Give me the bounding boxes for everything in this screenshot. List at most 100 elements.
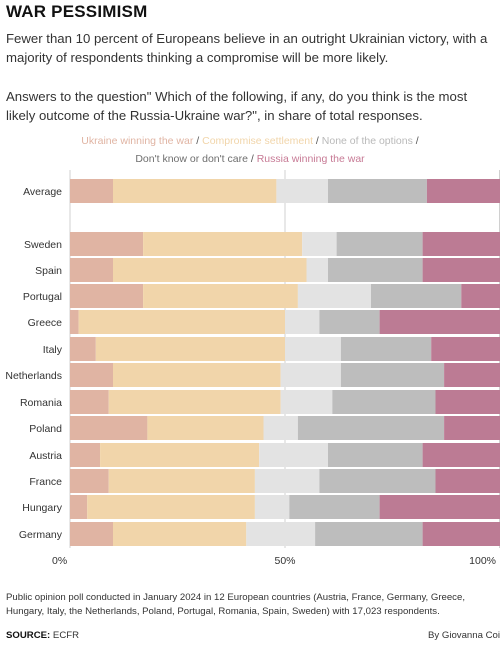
source-label: SOURCE: xyxy=(6,630,51,641)
legend-item-russia: Russia winning the war xyxy=(256,153,365,165)
category-label: Portugal xyxy=(23,291,62,303)
bar-segment-netherlands-1 xyxy=(113,363,281,387)
bar-segment-austria-4 xyxy=(422,443,500,467)
legend-item-ukraine: Ukraine winning the war xyxy=(81,135,194,147)
legend-item-compromise: Compromise settlement xyxy=(202,135,313,147)
category-label: Average xyxy=(23,186,62,198)
legend-line-1: Ukraine winning the war / Compromise set… xyxy=(0,135,500,147)
chart-subtitle: Fewer than 10 percent of Europeans belie… xyxy=(6,31,488,65)
bar-segment-germany-2 xyxy=(246,522,316,546)
bar-segment-hungary-3 xyxy=(289,495,380,519)
bar-segment-germany-1 xyxy=(113,522,247,546)
bar-segment-average-1 xyxy=(113,179,277,203)
bar-segment-sweden-3 xyxy=(336,232,423,256)
author-credit: By Giovanna Coi xyxy=(428,630,500,641)
bar-segment-france-3 xyxy=(319,469,436,493)
bar-segment-france-0 xyxy=(70,469,109,493)
bar-segment-germany-0 xyxy=(70,522,113,546)
bar-segment-average-2 xyxy=(276,179,328,203)
bar-segment-portugal-4 xyxy=(461,284,500,308)
bar-segment-austria-0 xyxy=(70,443,101,467)
bar-segment-greece-2 xyxy=(285,310,320,334)
bar-segment-poland-0 xyxy=(70,416,148,440)
bar-segment-spain-1 xyxy=(113,258,307,282)
bar-segment-austria-1 xyxy=(100,443,260,467)
bar-segment-poland-1 xyxy=(147,416,264,440)
category-label: France xyxy=(29,476,62,488)
bar-segment-austria-2 xyxy=(259,443,328,467)
bar-segment-austria-3 xyxy=(328,443,423,467)
legend-separator: / xyxy=(193,135,203,147)
bar-segment-hungary-2 xyxy=(254,495,290,519)
x-tick-label: 50% xyxy=(274,555,295,567)
category-label: Hungary xyxy=(22,502,62,514)
bar-segment-spain-2 xyxy=(306,258,328,282)
category-label: Romania xyxy=(20,397,62,409)
bar-segment-portugal-1 xyxy=(143,284,298,308)
bar-segment-romania-2 xyxy=(280,390,333,414)
bar-segment-germany-4 xyxy=(422,522,500,546)
chart-title: WAR PESSIMISM xyxy=(6,2,148,21)
bar-segment-sweden-0 xyxy=(70,232,144,256)
bar-segment-netherlands-0 xyxy=(70,363,113,387)
bar-segment-spain-0 xyxy=(70,258,113,282)
category-label: Spain xyxy=(35,265,62,277)
bar-segment-germany-3 xyxy=(315,522,423,546)
bar-segment-france-4 xyxy=(435,469,500,493)
bar-segment-greece-1 xyxy=(78,310,285,334)
category-label: Netherlands xyxy=(5,370,62,382)
bar-segment-hungary-0 xyxy=(70,495,88,519)
bar-segment-romania-4 xyxy=(435,390,500,414)
category-label: Germany xyxy=(19,529,63,541)
bar-segment-sweden-2 xyxy=(302,232,337,256)
bar-segment-netherlands-4 xyxy=(444,363,500,387)
bar-segment-italy-4 xyxy=(431,337,500,361)
bar-segment-greece-3 xyxy=(319,310,380,334)
category-label: Italy xyxy=(43,344,63,356)
bar-segment-spain-4 xyxy=(422,258,500,282)
x-tick-label: 100% xyxy=(469,555,496,567)
bar-segment-france-2 xyxy=(254,469,320,493)
bar-segment-average-3 xyxy=(328,179,427,203)
bar-segment-greece-0 xyxy=(70,310,79,334)
survey-question: Answers to the question" Which of the fo… xyxy=(6,89,468,123)
category-label: Sweden xyxy=(24,239,62,251)
category-label: Austria xyxy=(29,450,62,462)
legend-separator: / xyxy=(313,135,322,147)
bar-segment-greece-4 xyxy=(379,310,500,334)
bar-segment-france-1 xyxy=(108,469,255,493)
bar-segment-romania-1 xyxy=(108,390,281,414)
bar-segment-netherlands-2 xyxy=(280,363,341,387)
bar-segment-portugal-2 xyxy=(297,284,371,308)
bar-segment-spain-3 xyxy=(328,258,423,282)
bar-segment-italy-2 xyxy=(285,337,341,361)
methodology-note: Public opinion poll conducted in January… xyxy=(6,592,465,617)
legend-item-dont-know: Don't know or don't care xyxy=(135,153,248,165)
bar-segment-italy-0 xyxy=(70,337,96,361)
bar-segment-romania-0 xyxy=(70,390,109,414)
legend-separator: / xyxy=(412,135,419,147)
bar-segment-portugal-0 xyxy=(70,284,144,308)
source-value: ECFR xyxy=(50,630,80,641)
bar-segment-poland-4 xyxy=(444,416,500,440)
category-label: Poland xyxy=(29,423,62,435)
bar-segment-romania-3 xyxy=(332,390,436,414)
bar-segment-italy-1 xyxy=(95,337,285,361)
source-line: SOURCE: ECFR xyxy=(6,630,79,641)
bar-segment-netherlands-3 xyxy=(340,363,445,387)
stacked-bar-chart: Average Sweden Spain Portugal Greece Italy Net… xyxy=(5,170,500,567)
bar-segment-portugal-3 xyxy=(371,284,462,308)
bar-segment-hungary-1 xyxy=(87,495,255,519)
legend-separator: / xyxy=(247,153,257,165)
bar-segment-average-4 xyxy=(426,179,500,203)
bar-segment-hungary-4 xyxy=(379,495,500,519)
bar-segment-average-0 xyxy=(70,179,113,203)
bar-segment-sweden-4 xyxy=(422,232,500,256)
bar-segment-poland-2 xyxy=(263,416,298,440)
legend-item-none: None of the options xyxy=(321,135,413,147)
bar-segment-italy-3 xyxy=(340,337,432,361)
legend-line-2: Don't know or don't care / Russia winnin… xyxy=(0,153,500,165)
bar-segment-poland-3 xyxy=(297,416,445,440)
bar-segment-sweden-1 xyxy=(143,232,303,256)
category-label: Greece xyxy=(28,317,63,329)
